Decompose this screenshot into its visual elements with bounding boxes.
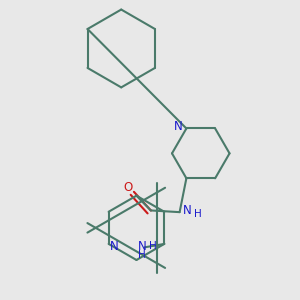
Text: H: H [194,209,202,219]
Text: N: N [183,204,191,217]
Text: N: N [110,240,119,253]
Text: H: H [138,250,146,260]
Text: H: H [149,241,157,251]
Text: N: N [138,240,146,253]
Text: O: O [123,181,133,194]
Text: N: N [173,120,182,133]
